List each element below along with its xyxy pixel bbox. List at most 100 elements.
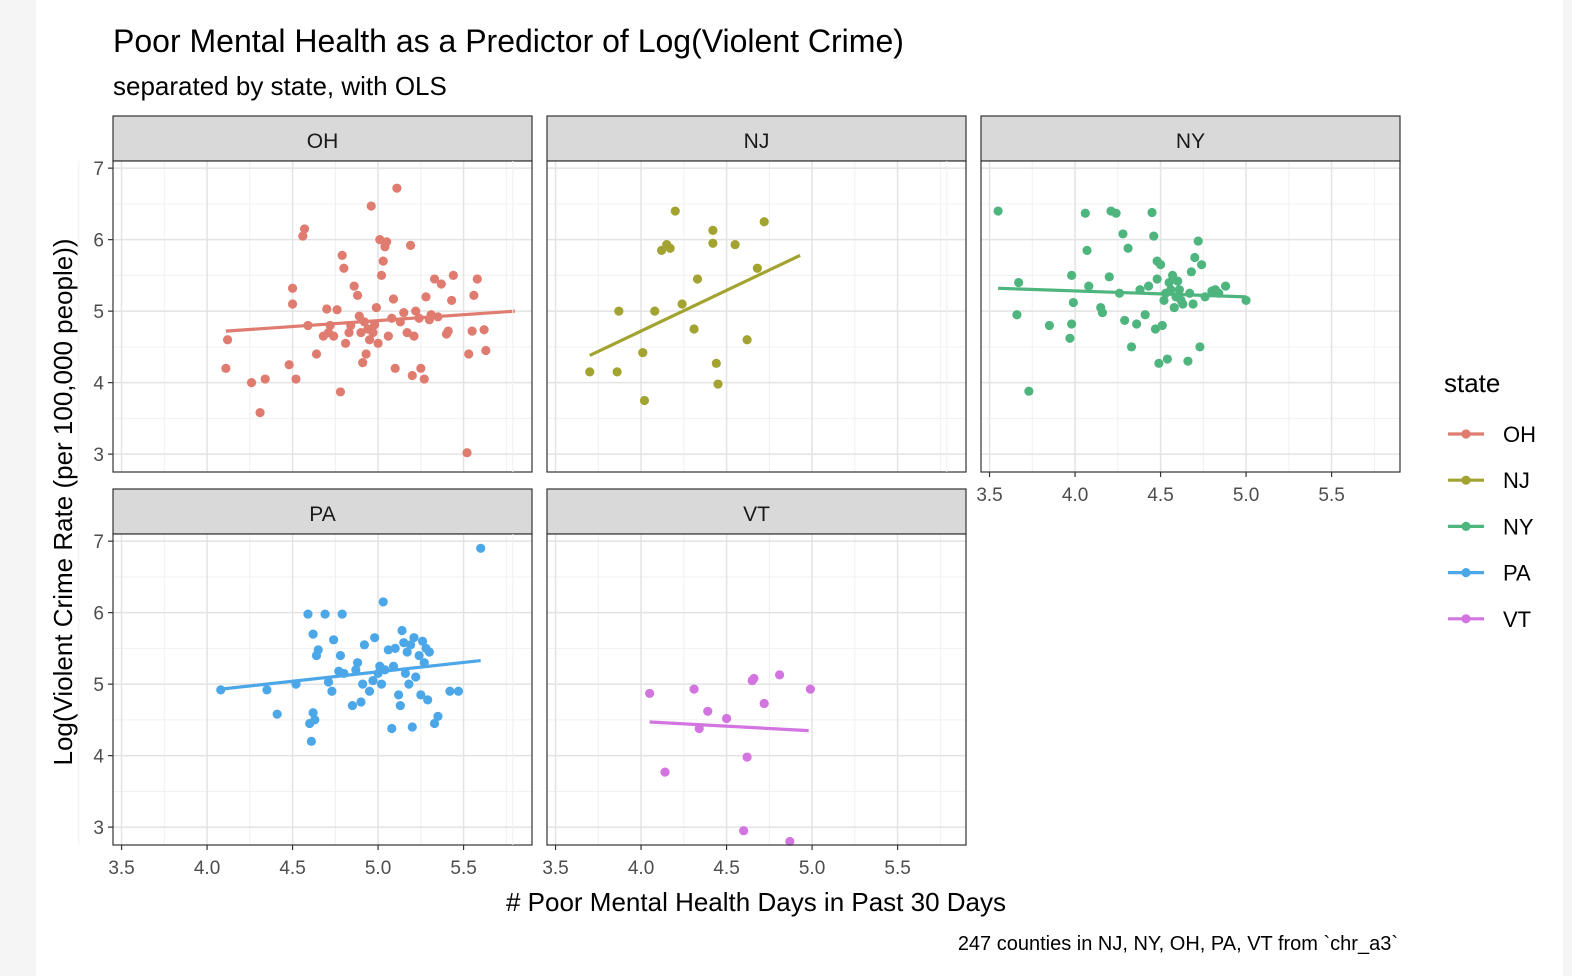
y-tick-label: 4 bbox=[93, 747, 104, 768]
data-point bbox=[464, 349, 474, 359]
data-point bbox=[1174, 285, 1184, 295]
data-point bbox=[1044, 320, 1055, 331]
data-point bbox=[1014, 277, 1024, 288]
panel-border bbox=[546, 533, 967, 846]
data-point bbox=[1067, 270, 1077, 280]
data-point bbox=[349, 281, 359, 291]
data-point bbox=[1220, 281, 1231, 291]
data-point bbox=[650, 306, 660, 316]
data-point bbox=[670, 206, 680, 216]
data-point bbox=[1082, 245, 1092, 255]
data-point bbox=[320, 609, 330, 619]
data-point bbox=[284, 360, 294, 370]
data-point bbox=[390, 363, 400, 373]
data-point bbox=[429, 274, 440, 284]
data-point bbox=[614, 306, 624, 316]
data-point bbox=[1193, 236, 1203, 246]
data-point bbox=[1065, 333, 1075, 343]
data-point bbox=[387, 723, 397, 734]
grid-lines bbox=[78, 161, 532, 472]
data-point bbox=[411, 672, 421, 682]
facet-strip bbox=[546, 488, 967, 535]
data-point bbox=[358, 679, 368, 689]
data-point bbox=[255, 408, 265, 418]
panel-border bbox=[112, 160, 533, 473]
data-point bbox=[1154, 358, 1164, 368]
data-point bbox=[447, 295, 457, 306]
facet-strip-label: VT bbox=[743, 503, 770, 526]
ols-fit-line bbox=[220, 658, 481, 691]
data-point bbox=[585, 367, 595, 377]
data-point bbox=[1178, 299, 1188, 309]
data-point bbox=[805, 684, 815, 694]
data-point bbox=[708, 238, 718, 248]
data-point bbox=[356, 697, 366, 707]
data-point bbox=[407, 370, 417, 381]
data-point bbox=[364, 335, 375, 345]
legend-item-oh: OH bbox=[1448, 422, 1536, 447]
data-point bbox=[339, 263, 349, 273]
data-point bbox=[1120, 315, 1130, 326]
data-point bbox=[287, 283, 298, 293]
data-point bbox=[1195, 342, 1205, 352]
data-points bbox=[645, 670, 815, 847]
data-point bbox=[1190, 252, 1200, 263]
data-point bbox=[1169, 302, 1179, 313]
data-point bbox=[405, 640, 416, 650]
data-point bbox=[742, 752, 752, 762]
data-point bbox=[311, 349, 322, 359]
grid-lines bbox=[78, 534, 532, 845]
data-point bbox=[1149, 231, 1159, 241]
data-point bbox=[436, 279, 446, 289]
x-tick-label: 3.5 bbox=[976, 485, 1002, 506]
facet-panel-pa: PA 3 4 5 6 7 3.5 4.0 4.5 5.0 5.5 bbox=[78, 488, 533, 879]
data-point bbox=[397, 625, 407, 636]
x-tick-label: 4.5 bbox=[1147, 485, 1173, 506]
data-point bbox=[1144, 281, 1154, 291]
data-point bbox=[366, 201, 376, 211]
data-point bbox=[404, 679, 414, 689]
data-point bbox=[1118, 229, 1128, 239]
data-point bbox=[445, 686, 455, 696]
data-point bbox=[359, 640, 369, 650]
data-point bbox=[645, 688, 655, 699]
data-point bbox=[1197, 260, 1207, 270]
y-tick-label: 3 bbox=[93, 445, 104, 466]
data-point bbox=[395, 700, 405, 711]
plot-background bbox=[113, 161, 532, 472]
data-point bbox=[448, 270, 458, 280]
data-point bbox=[335, 387, 346, 397]
chart-subtitle: separated by state, with OLS bbox=[113, 71, 447, 101]
data-point bbox=[433, 711, 443, 721]
data-point bbox=[371, 302, 381, 313]
facet-strip-label: NY bbox=[1176, 130, 1205, 153]
data-point bbox=[373, 338, 383, 348]
y-tick-label: 6 bbox=[93, 231, 104, 252]
facet-strip-label: PA bbox=[309, 503, 335, 526]
data-point bbox=[370, 633, 380, 643]
data-point bbox=[368, 675, 378, 686]
data-point bbox=[774, 670, 785, 680]
data-point bbox=[742, 335, 752, 345]
data-point bbox=[479, 325, 489, 335]
data-point bbox=[785, 836, 795, 847]
data-point bbox=[327, 686, 337, 696]
facet-strip-label: OH bbox=[307, 130, 339, 153]
data-point bbox=[453, 686, 464, 696]
grid-lines bbox=[512, 161, 966, 472]
data-point bbox=[1104, 272, 1114, 282]
data-point bbox=[364, 686, 375, 696]
data-point bbox=[711, 358, 721, 368]
facet-panel-nj: NJ bbox=[512, 115, 967, 473]
data-point bbox=[1084, 281, 1094, 291]
legend-item-ny: NY bbox=[1448, 514, 1534, 539]
data-point bbox=[421, 292, 431, 302]
legend-label: PA bbox=[1503, 561, 1531, 586]
data-point bbox=[423, 695, 433, 705]
data-point bbox=[1067, 319, 1077, 329]
data-point bbox=[402, 327, 412, 338]
data-point bbox=[708, 225, 718, 235]
y-tick-label: 4 bbox=[93, 374, 104, 395]
x-tick-label: 5.0 bbox=[365, 858, 391, 879]
y-axis-label: Log(Violent Crime Rate (per 100,000 peop… bbox=[48, 238, 78, 765]
